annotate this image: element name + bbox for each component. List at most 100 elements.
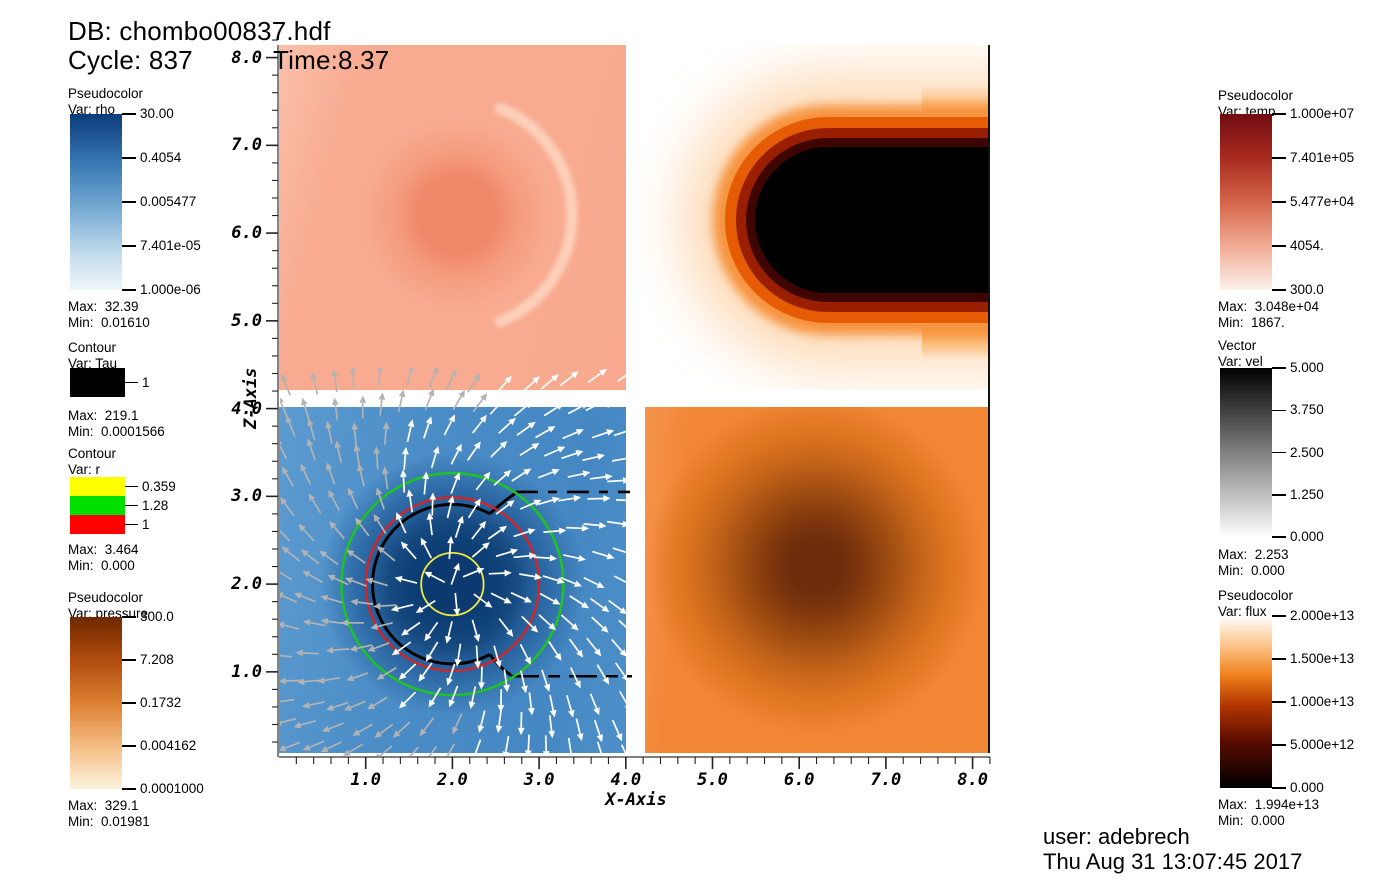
legend-tick-mark: [125, 504, 138, 507]
legend-tick-label: 0.005477: [140, 194, 197, 209]
x-axis-tick-label: 1.0: [350, 770, 382, 790]
legend-kind: Pseudocolor: [68, 86, 144, 101]
z-axis-tick-label: 1.0: [231, 661, 262, 682]
legend-tick-label: 1.000e+13: [1290, 694, 1355, 709]
legend-max: Max: 219.1: [68, 408, 139, 423]
legend-tick-mark: [1272, 701, 1286, 703]
legend-colorbar: 30.00 0.4054 0.005477 7.401e-05 1.000e-06: [70, 106, 201, 297]
quadrant-bottom-left-pseudocolor[interactable]: [279, 407, 626, 753]
legend-tick-mark: [1272, 494, 1286, 496]
legend-tick-label: 0.359: [142, 478, 176, 494]
legend-tick-mark: [122, 616, 136, 618]
legend-colorbar: 1.000e+07 7.401e+05 5.477e+04 4054. 300.0: [1220, 106, 1354, 297]
legend-tick-mark: [1272, 289, 1286, 291]
z-axis-tick-label: 6.0: [231, 223, 262, 244]
x-axis-tick-label: 6.0: [783, 770, 815, 790]
legend-tick-label: 1: [142, 374, 150, 390]
user-label: user: adebrech: [1043, 824, 1190, 849]
legend-tick-label: 7.401e+05: [1290, 150, 1355, 165]
legend-tick-label: 1.000e-06: [140, 282, 201, 297]
legend-tick-label: 1.000e+07: [1290, 106, 1355, 121]
legend-tick-label: 1.500e+13: [1290, 651, 1355, 666]
z-axis-tick-label: 5.0: [231, 310, 262, 331]
z-axis-tick-label: 4.0: [231, 398, 262, 419]
quadrant-top-right-pseudocolor[interactable]: [630, 45, 990, 390]
legend-min: Min: 0.000: [1218, 563, 1285, 578]
legend-swatch: [70, 368, 125, 397]
legend-min: Min: 0.000: [68, 558, 135, 573]
legend-swatch: [70, 515, 125, 534]
legend-tick-label: 1.250: [1290, 486, 1324, 502]
legend-tick-label: 5.000: [1290, 360, 1324, 375]
legend-min: Min: 0.0001566: [68, 424, 165, 439]
database-label: DB: chombo00837.hdf: [68, 16, 331, 46]
legend-tick-label: 0.000: [1290, 529, 1324, 544]
legend-tick-label: 0.000: [1290, 780, 1324, 795]
z-axis-tick-label: 2.0: [231, 574, 262, 595]
z-axis-tick-label: 7.0: [231, 135, 262, 156]
legend-tick-mark: [122, 745, 136, 747]
legend-min: Min: 0.01981: [68, 814, 150, 829]
legend-tick-mark: [1272, 409, 1286, 411]
legend-tick-mark: [122, 659, 136, 661]
legend-swatch: [70, 477, 125, 496]
legend-min: Min: 0.01610: [68, 315, 150, 330]
legend-kind: Pseudocolor: [68, 590, 144, 605]
legend-max: Max: 2.253: [1218, 547, 1289, 562]
legend-tick-label: 30.00: [140, 106, 174, 121]
legend-tick-mark: [122, 113, 136, 115]
legend-var: Var: Tau: [68, 356, 118, 371]
legend-tick-mark: [1272, 113, 1286, 115]
flux-edge-bands-top: [922, 85, 990, 151]
legend-tick-mark: [1272, 744, 1286, 746]
legend-tick-label: 300.0: [140, 609, 174, 624]
cycle-label: Cycle: 837: [68, 45, 193, 75]
quadrant-top-left-pseudocolor[interactable]: [279, 45, 626, 390]
legend-tick-mark: [122, 157, 136, 159]
legend-var: Var: vel: [1218, 354, 1263, 369]
legend-var: Var: flux: [1218, 604, 1267, 619]
legend-tick-mark: [1272, 658, 1286, 660]
x-axis-tick-label: 8.0: [957, 770, 988, 790]
legend-max: Max: 3.048e+04: [1218, 299, 1319, 314]
legend-max: Max: 1.994e+13: [1218, 797, 1319, 812]
legend-kind: Pseudocolor: [1218, 588, 1294, 603]
legend-colorbar: 5.000 3.750 2.500 1.250 0.000: [1220, 360, 1324, 544]
legend-max: Max: 3.464: [68, 542, 139, 557]
x-axis-tick-label: 2.0: [437, 770, 468, 790]
legend-colorbar: 300.0 7.208 0.1732 0.004162 0.0001000: [70, 609, 204, 796]
timestamp-label: Thu Aug 31 13:07:45 2017: [1043, 849, 1303, 874]
domain-border-line: [988, 45, 990, 753]
legend-tick-mark: [122, 201, 136, 203]
time-label: Time:8.37: [273, 45, 390, 75]
legend-tick-mark: [1272, 615, 1286, 617]
x-axis-tick-label: 3.0: [523, 770, 555, 790]
legend-tick-mark: [1272, 367, 1286, 369]
legend-tick-label: 4054.: [1290, 238, 1324, 253]
legend-tick-label: 2.500: [1290, 444, 1324, 460]
legend-tick-mark: [1272, 451, 1286, 454]
legend-tick-mark: [122, 289, 136, 291]
legend-tick-label: 300.0: [1290, 282, 1324, 297]
legend-swatch: [70, 496, 125, 515]
legend-tick-label: 5.477e+04: [1290, 194, 1355, 209]
legend-tick-label: 1.28: [142, 497, 169, 513]
legend-tick-mark: [122, 245, 136, 247]
legend-tick-mark: [125, 485, 138, 488]
legend-kind: Vector: [1218, 338, 1257, 353]
legend-tick-mark: [125, 381, 138, 384]
legend-kind: Contour: [68, 446, 117, 461]
legend-tick-mark: [122, 702, 136, 704]
flux-edge-bands-bottom: [922, 293, 990, 359]
legend-tick-label: 2.000e+13: [1290, 608, 1355, 623]
legend-kind: Pseudocolor: [1218, 88, 1294, 103]
legend-tick-label: 0.0001000: [140, 781, 204, 796]
quadrant-bottom-right-pseudocolor[interactable]: [645, 407, 990, 753]
legend-tick-mark: [1272, 245, 1286, 247]
legend-min: Min: 0.000: [1218, 813, 1285, 828]
legend-tick-mark: [1272, 157, 1286, 159]
z-axis-tick-label: 8.0: [231, 47, 262, 68]
legend-tick-mark: [1272, 201, 1286, 203]
x-axis-tick-label: 7.0: [870, 770, 902, 790]
